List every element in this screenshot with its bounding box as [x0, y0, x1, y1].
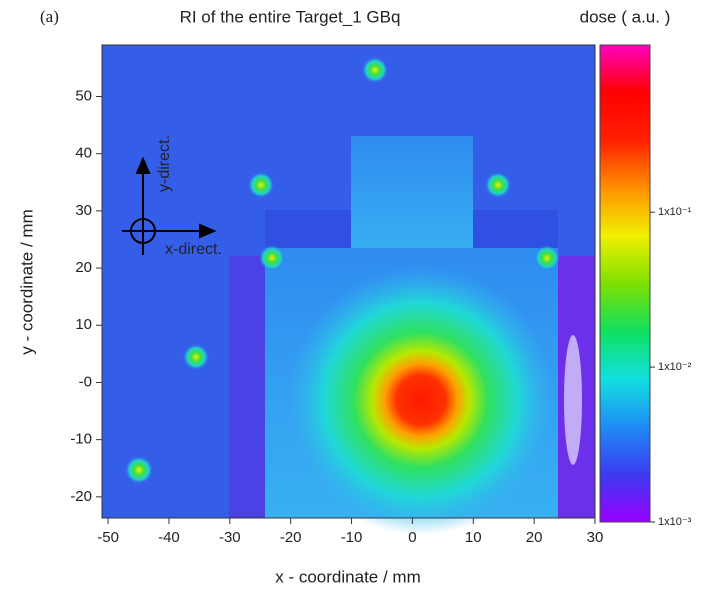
x-tick-label: -10 — [341, 529, 363, 546]
colorbar-tick-label: 1x10⁻³ — [658, 516, 692, 528]
panel-label: (a) — [40, 7, 59, 26]
heatmap-hotspot — [248, 172, 274, 198]
x-tick-label: -50 — [97, 529, 119, 546]
heatmap-hotspot — [286, 265, 556, 535]
y-tick-label: 50 — [75, 87, 92, 104]
x-tick-label: 30 — [587, 529, 604, 546]
heatmap-region — [351, 136, 473, 256]
y-tick-label: -0 — [79, 373, 92, 390]
colorbar-label: dose ( a.u. ) — [580, 7, 671, 26]
y-axis-label: y - coordinate / mm — [17, 209, 36, 355]
heatmap-hotspot — [125, 456, 153, 484]
y-tick-label: 30 — [75, 202, 92, 219]
heatmap-speckle — [564, 335, 582, 465]
annotation: y-direct. — [156, 135, 173, 192]
heatmap-hotspot — [362, 57, 388, 83]
x-tick-label: -40 — [158, 529, 180, 546]
heatmap-hotspot — [534, 245, 560, 271]
y-tick-label: -10 — [70, 431, 92, 448]
heatmap-hotspot — [259, 245, 285, 271]
annotation: x-direct. — [165, 241, 222, 258]
y-tick-label: 20 — [75, 259, 92, 276]
heatmap — [102, 45, 595, 535]
y-tick-label: 10 — [75, 316, 92, 333]
colorbar-tick-label: 1x10⁻² — [658, 361, 692, 373]
plot-frame — [101, 44, 596, 519]
colorbar — [599, 44, 651, 523]
y-tick-label: 40 — [75, 145, 92, 162]
heatmap-hotspot — [485, 172, 511, 198]
x-tick-label: 20 — [526, 529, 543, 546]
x-tick-label: -20 — [280, 529, 302, 546]
y-tick-label: -20 — [70, 488, 92, 505]
chart-title: RI of the entire Target_1 GBq — [180, 7, 401, 26]
x-tick-label: 0 — [408, 529, 416, 546]
colorbar-tick-label: 1x10⁻¹ — [658, 206, 692, 218]
x-axis-label: x - coordinate / mm — [275, 567, 421, 586]
heatmap-region — [229, 256, 265, 518]
x-tick-label: -30 — [219, 529, 241, 546]
direction-indicator — [122, 156, 217, 255]
x-tick-label: 10 — [465, 529, 482, 546]
heatmap-hotspot — [183, 344, 209, 370]
